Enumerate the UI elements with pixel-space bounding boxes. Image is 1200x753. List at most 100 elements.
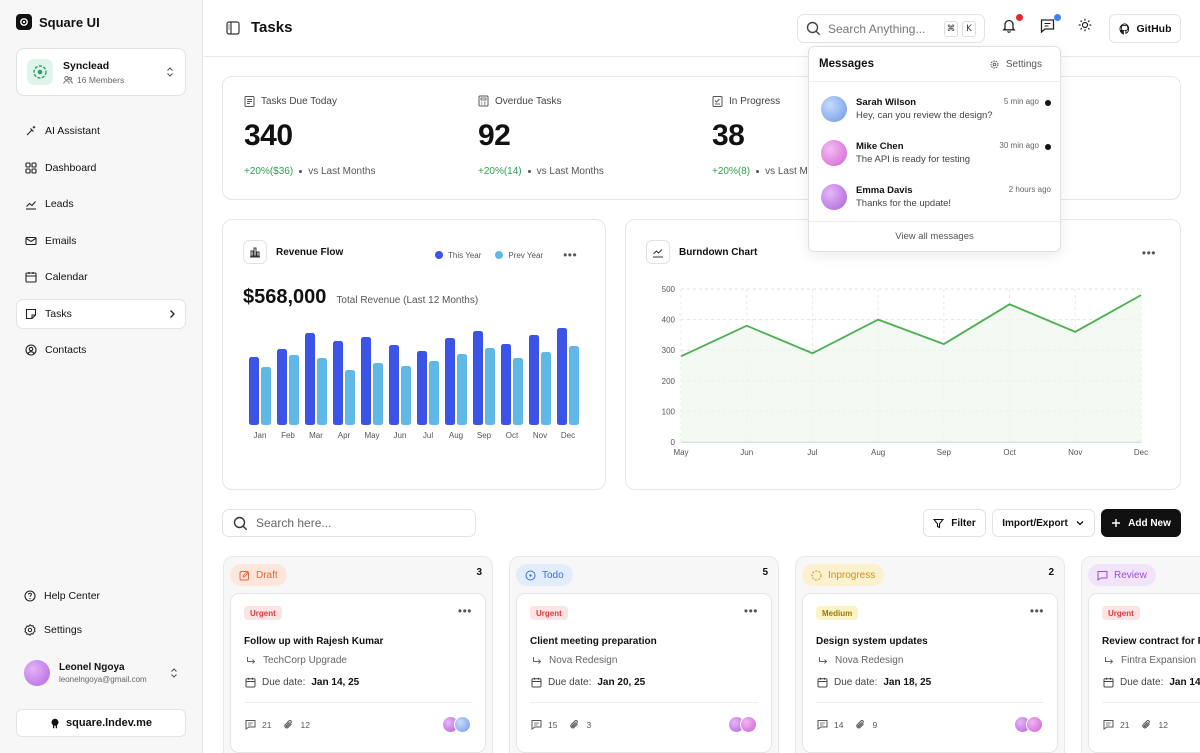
task-search-input[interactable]: Search here... xyxy=(222,509,476,537)
subdirectory-arrow-icon xyxy=(247,656,256,664)
x-tick-label: Jun xyxy=(394,431,407,440)
sidebar-item-emails[interactable]: Emails xyxy=(16,226,186,256)
unread-dot xyxy=(1045,100,1051,106)
assignee-avatars xyxy=(1014,716,1043,733)
avatar xyxy=(821,140,847,166)
column-review: Review Urgent Review contract for Fi Fin… xyxy=(1081,556,1200,753)
more-options-icon[interactable]: ••• xyxy=(563,248,578,262)
add-new-button[interactable]: Add New xyxy=(1101,509,1181,537)
sidebar-item-calendar[interactable]: Calendar xyxy=(16,262,186,292)
sidebar-nav: AI Assistant Dashboard Leads Emails Cale… xyxy=(16,116,186,372)
x-tick-label: Jun xyxy=(740,448,753,457)
github-label: GitHub xyxy=(1136,22,1172,35)
task-card[interactable]: Urgent ••• Client meeting preparation No… xyxy=(516,593,772,753)
sidebar: Square UI Synclead 16 Members AI Assista… xyxy=(0,0,203,753)
sun-icon[interactable] xyxy=(1078,18,1092,32)
settings-label: Settings xyxy=(44,624,82,636)
import-export-dropdown[interactable]: Import/Export xyxy=(992,509,1095,537)
stats-card: Tasks Due Today 340 +20%($36) vs Last Mon… xyxy=(222,76,1181,200)
workspace-switcher[interactable]: Synclead 16 Members xyxy=(16,48,186,96)
more-options-icon[interactable]: ••• xyxy=(1029,604,1044,618)
user-menu[interactable]: Leonel Ngoya leonelngoya@gmail.com xyxy=(24,660,179,686)
help-center-link[interactable]: Help Center xyxy=(24,590,100,602)
revenue-total: $568,000 xyxy=(243,286,327,308)
sidebar-item-ai-assistant[interactable]: AI Assistant xyxy=(16,116,186,146)
settings-link[interactable]: Settings xyxy=(24,624,82,636)
avatar xyxy=(1026,716,1043,733)
task-card[interactable]: Urgent ••• Follow up with Rajesh Kumar T… xyxy=(230,593,486,753)
more-options-icon[interactable]: ••• xyxy=(743,604,758,618)
calendar-icon xyxy=(25,272,37,283)
messages-settings-label: Settings xyxy=(1005,58,1042,70)
sidebar-item-leads[interactable]: Leads xyxy=(16,189,186,219)
brand-logo-icon xyxy=(16,14,32,30)
calculator-icon xyxy=(478,95,489,107)
import-export-label: Import/Export xyxy=(1002,517,1068,529)
task-card[interactable]: Medium ••• Design system updates Nova Re… xyxy=(802,593,1058,753)
bar-prev-year-jan xyxy=(261,367,271,425)
task-project: Nova Redesign xyxy=(835,655,904,666)
stat-value: 340 xyxy=(244,119,293,152)
circle-dot-icon xyxy=(525,570,536,580)
comment-count: 14 xyxy=(834,719,844,730)
bar-prev-year-oct xyxy=(513,358,523,425)
x-tick-label: Dec xyxy=(1134,448,1148,457)
more-options-icon[interactable]: ••• xyxy=(1141,246,1156,260)
message-preview: Thanks for the update! xyxy=(856,198,952,209)
revenue-flow-card: Revenue Flow This Year Prev Year ••• $56… xyxy=(222,219,606,490)
burndown-line-chart: 0 100 200 300 400 500 May Jun Jul Aug Sep Oct Nov Dec xyxy=(662,285,1148,457)
github-icon xyxy=(51,718,59,728)
sidebar-item-tasks[interactable]: Tasks xyxy=(16,298,186,329)
messages-settings-button[interactable]: Settings xyxy=(990,59,1042,70)
bar-prev-year-dec xyxy=(569,346,579,425)
github-button[interactable]: GitHub xyxy=(1109,14,1181,43)
due-label: Due date: xyxy=(262,677,306,688)
message-item[interactable]: Emma Davis Thanks for the update! 2 hour… xyxy=(821,184,1051,220)
user-name: Leonel Ngoya xyxy=(59,662,125,673)
messages-badge xyxy=(1054,14,1061,21)
attachment-count: 3 xyxy=(586,719,592,730)
sidebar-item-label: Tasks xyxy=(45,307,72,320)
bar-prev-year-jun xyxy=(401,366,411,425)
brand[interactable]: Square UI xyxy=(16,14,100,30)
message-item[interactable]: Sarah Wilson Hey, can you review the des… xyxy=(821,96,1051,132)
message-icon[interactable] xyxy=(1040,18,1055,33)
column-inprogress: Inprogress 2 Medium ••• Design system up… xyxy=(795,556,1065,753)
column-draft: Draft 3 Urgent ••• Follow up with Rajesh… xyxy=(223,556,493,753)
column-name: Review xyxy=(1114,569,1147,581)
help-icon xyxy=(24,590,36,602)
message-item[interactable]: Mike Chen The API is ready for testing 3… xyxy=(821,140,1051,176)
bar-chart-icon xyxy=(243,240,267,264)
avatar xyxy=(821,96,847,122)
column-name: Inprogress xyxy=(828,569,876,581)
burndown-area xyxy=(681,295,1141,442)
task-search-placeholder: Search here... xyxy=(256,516,332,530)
chevron-right-icon xyxy=(170,309,175,318)
priority-badge: Urgent xyxy=(1102,606,1140,620)
sidebar-item-dashboard[interactable]: Dashboard xyxy=(16,153,186,183)
filter-icon xyxy=(933,518,945,528)
priority-badge: Medium xyxy=(816,606,859,620)
x-tick-label: Nov xyxy=(1068,448,1082,457)
sidebar-item-contacts[interactable]: Contacts xyxy=(16,335,186,365)
bell-icon[interactable] xyxy=(1002,18,1016,33)
more-options-icon[interactable]: ••• xyxy=(457,604,472,618)
avatar xyxy=(740,716,757,733)
filter-button[interactable]: Filter xyxy=(923,509,986,537)
domain-link-button[interactable]: square.lndev.me xyxy=(16,709,186,737)
avatar xyxy=(454,716,471,733)
messages-title: Messages xyxy=(819,58,874,70)
bar-this-year-jan xyxy=(249,357,259,425)
global-search-input[interactable]: Search Anything... ⌘ K xyxy=(797,14,985,43)
kbd-command: ⌘ xyxy=(944,20,958,37)
chevron-updown-icon xyxy=(167,67,173,77)
view-all-messages-link[interactable]: View all messages xyxy=(809,221,1060,251)
sidebar-toggle-icon[interactable] xyxy=(226,21,240,35)
stat-change: +20%($36) xyxy=(244,166,294,177)
message-preview: The API is ready for testing xyxy=(856,154,971,165)
members-icon xyxy=(63,75,73,84)
task-card[interactable]: Urgent Review contract for Fi Fintra Exp… xyxy=(1088,593,1200,753)
column-status-pill: Todo xyxy=(516,564,573,586)
notification-badge xyxy=(1016,14,1023,21)
column-name: Draft xyxy=(256,569,278,581)
